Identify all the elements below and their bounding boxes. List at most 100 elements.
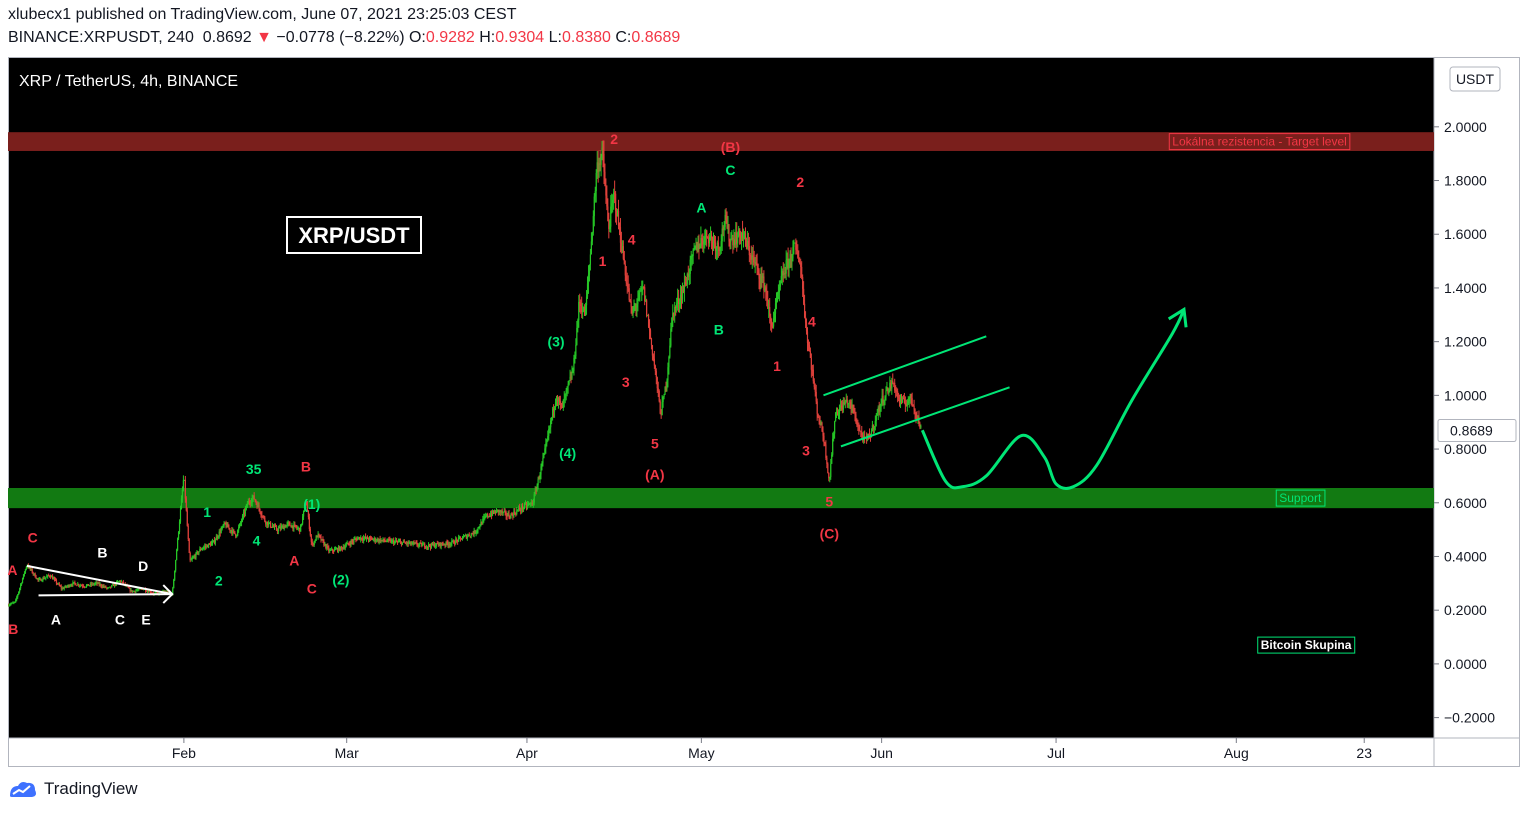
candle-body	[560, 403, 562, 405]
candle-body	[826, 457, 828, 464]
candle-496	[488, 515, 490, 518]
candle-449	[442, 541, 444, 546]
candle-body	[709, 235, 712, 237]
x-tick-label-4: Jun	[870, 745, 893, 761]
candle-710	[695, 237, 697, 251]
candle-583	[572, 367, 574, 374]
candle-63	[68, 584, 70, 588]
candle-92	[96, 581, 98, 586]
candle-236	[236, 534, 238, 538]
candle-750	[734, 232, 736, 248]
note-box-text: Bitcoin Skupina	[1261, 638, 1352, 652]
candle-398	[393, 537, 395, 546]
candle-body	[758, 269, 760, 279]
candle-body	[322, 539, 324, 541]
candle-body	[661, 402, 663, 416]
candle-480	[472, 530, 474, 537]
candle-849	[830, 458, 832, 480]
candle-698	[683, 272, 686, 302]
candle-body	[19, 584, 22, 589]
candle-body	[827, 463, 829, 474]
candle-body	[824, 442, 826, 445]
candle-body	[644, 287, 646, 301]
candle-body	[543, 453, 545, 458]
candle-597	[585, 290, 588, 315]
candle-6	[13, 601, 15, 605]
candle-466	[458, 535, 461, 540]
candle-727	[711, 236, 714, 255]
candle-body	[624, 264, 626, 276]
candle-body	[733, 239, 735, 246]
candle-719	[704, 229, 706, 249]
candle-body	[149, 591, 152, 593]
candle-646	[633, 299, 635, 313]
candle-body	[110, 586, 112, 588]
candle-body	[798, 257, 800, 263]
candle-body	[77, 584, 79, 586]
candle-861	[841, 399, 843, 414]
candle-body	[244, 508, 247, 514]
candle-body	[736, 232, 738, 244]
candle-489	[481, 521, 483, 526]
candle-body	[671, 317, 673, 329]
candle-body	[513, 511, 515, 517]
candle-body	[606, 195, 608, 207]
candle-body	[392, 540, 394, 542]
candle-451	[444, 543, 446, 549]
candle-body	[777, 292, 780, 294]
candle-56	[61, 586, 63, 591]
candle-809	[791, 253, 793, 271]
candle-body	[580, 303, 582, 307]
candle-body	[207, 545, 209, 548]
candle-body	[485, 516, 487, 518]
candle-367	[363, 534, 365, 544]
candle-899	[878, 401, 880, 416]
candle-body	[577, 320, 579, 328]
candle-body	[730, 238, 732, 242]
candle-body	[301, 523, 303, 525]
candle-671	[657, 381, 659, 398]
candle-800	[782, 262, 784, 283]
candle-body	[353, 539, 355, 542]
candle-760	[743, 231, 746, 240]
candle-64	[69, 584, 71, 588]
candle-511	[502, 511, 504, 516]
candle-543	[533, 491, 535, 506]
candle-body	[629, 299, 631, 302]
candle-body	[315, 536, 317, 541]
candle-body	[372, 539, 374, 541]
candle-568	[557, 396, 560, 409]
candle-874	[854, 407, 856, 422]
candle-body	[703, 243, 705, 245]
candle-body	[271, 526, 274, 528]
candle-117	[120, 579, 122, 583]
candle-body	[83, 586, 86, 588]
candle-body	[747, 241, 749, 247]
candle-622	[610, 195, 612, 233]
candle-651	[638, 289, 640, 302]
candle-body	[418, 544, 420, 546]
candle-body	[190, 559, 192, 561]
candle-714	[699, 243, 701, 250]
candle-786	[769, 297, 771, 324]
candle-562	[552, 406, 554, 421]
candle-819	[801, 261, 803, 280]
candle-body	[257, 504, 259, 508]
candle-body	[304, 504, 307, 506]
candle-body	[443, 544, 445, 546]
candle-body	[732, 237, 734, 246]
wave-label-33: 3	[802, 442, 810, 458]
candle-body	[529, 502, 531, 504]
candle-628	[615, 208, 618, 225]
candle-617	[605, 178, 607, 204]
candle-704	[689, 255, 691, 285]
candle-body	[339, 546, 341, 551]
candle-430	[424, 542, 426, 550]
price-chart[interactable]: Lokálna rezistencia - Target levelSuppor…	[8, 57, 1520, 767]
candle-body	[775, 300, 778, 304]
candle-body	[750, 255, 752, 260]
candle-body	[627, 284, 629, 289]
candle-body	[42, 577, 44, 581]
candle-82	[86, 583, 89, 587]
candle-body	[631, 306, 633, 314]
